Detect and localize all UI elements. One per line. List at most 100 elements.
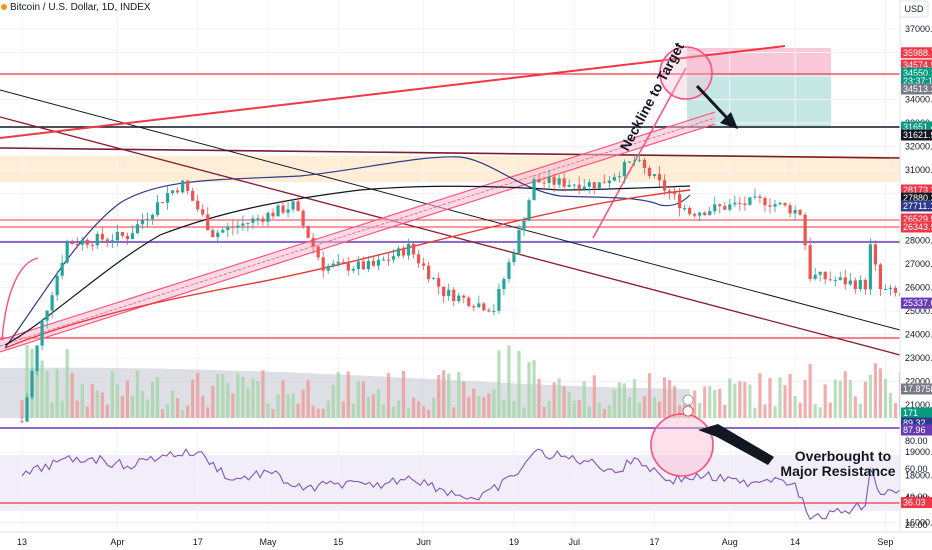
date-tick-label: May xyxy=(259,537,277,547)
volume-bar xyxy=(291,393,295,418)
event-icon[interactable] xyxy=(682,405,694,417)
candle-body xyxy=(316,246,320,258)
rsi-band xyxy=(0,455,900,511)
volume-bar xyxy=(552,382,556,418)
volume-bar xyxy=(216,373,220,418)
candle-body xyxy=(376,259,381,266)
candle-body xyxy=(868,244,872,290)
price-tag: 34513.28 xyxy=(903,84,932,94)
volume-bar xyxy=(447,373,451,418)
candle-body xyxy=(427,265,431,279)
volume-bar xyxy=(873,363,877,418)
candle-body xyxy=(502,278,506,290)
volume-bar xyxy=(356,381,360,418)
candle-body xyxy=(160,202,165,204)
moving-averages-layer xyxy=(4,156,691,349)
volume-bar xyxy=(366,396,370,418)
candle-body xyxy=(296,201,300,211)
volume-bar xyxy=(773,406,777,418)
date-tick-label: 13 xyxy=(17,537,27,547)
volume-bar xyxy=(577,400,581,418)
currency-label[interactable]: USD xyxy=(904,4,924,14)
price-tag: 28173.28 xyxy=(903,185,932,195)
volume-bar xyxy=(341,401,345,418)
candle-body xyxy=(547,176,551,183)
candle-body xyxy=(271,212,275,217)
candle-body xyxy=(241,223,245,226)
volume-bar xyxy=(261,370,265,418)
volume-bar xyxy=(607,405,611,418)
volume-bar xyxy=(396,400,401,418)
candle-body xyxy=(753,196,757,198)
volume-bar xyxy=(371,394,375,418)
price-tag: 25337.08 xyxy=(903,298,932,308)
neckline-mid xyxy=(0,117,716,347)
candle-body xyxy=(447,289,451,297)
volume-bar xyxy=(567,392,571,418)
price-tick-label: 37000.00 xyxy=(905,24,932,34)
volume-tag-bg xyxy=(901,407,932,419)
volume-bar xyxy=(65,349,69,418)
rsi-tag: 36.03 xyxy=(903,498,926,508)
volume-bar xyxy=(201,395,205,418)
candle-body xyxy=(211,230,215,238)
candle-body xyxy=(145,219,150,221)
volume-bar xyxy=(442,370,446,418)
volume-bar xyxy=(562,386,566,418)
volume-bar xyxy=(331,384,335,418)
candle-body xyxy=(341,261,345,263)
candle-body xyxy=(30,371,34,398)
volume-bar xyxy=(748,384,752,418)
volume-bar xyxy=(462,381,466,418)
volume-bar xyxy=(718,388,722,418)
lightning-icon[interactable] xyxy=(682,394,694,406)
candle-body xyxy=(196,200,200,210)
candle-body xyxy=(843,277,847,285)
candle-body xyxy=(326,265,330,271)
price-tag-bg xyxy=(901,297,932,309)
candle-body xyxy=(833,279,837,281)
volume-bar xyxy=(145,399,150,418)
candle-body xyxy=(718,204,722,207)
price-tag-bg xyxy=(901,221,932,233)
candle-body xyxy=(743,203,747,205)
candle-body xyxy=(55,275,59,296)
candle-body xyxy=(713,204,717,212)
volume-bar xyxy=(502,399,506,418)
volume-bar xyxy=(617,382,621,418)
price-tag: 26529.57 xyxy=(903,214,932,224)
volume-bar xyxy=(738,381,742,418)
candle-body xyxy=(90,244,94,246)
price-tag: 31651.41 xyxy=(903,122,932,132)
volume-bar xyxy=(351,403,355,418)
volume-bar xyxy=(316,408,320,418)
candle-body xyxy=(85,239,89,245)
time-axis-panel[interactable] xyxy=(0,532,932,550)
candle-body xyxy=(793,209,797,214)
candle-body xyxy=(482,303,486,311)
volume-bar xyxy=(411,397,416,418)
volume-bar xyxy=(311,405,315,418)
volume-bar xyxy=(110,371,114,418)
volume-bar xyxy=(281,380,285,418)
price-tag-bg xyxy=(901,47,932,59)
volume-bar xyxy=(537,378,541,418)
candle-body xyxy=(125,235,130,240)
volume-bar xyxy=(753,407,757,418)
volume-bar xyxy=(266,403,270,418)
price-tag-bg xyxy=(901,83,932,95)
currency-button[interactable] xyxy=(899,0,929,18)
volume-bar xyxy=(221,374,225,418)
candle-body xyxy=(95,233,99,246)
candle-body xyxy=(778,202,782,205)
volume-bar xyxy=(783,385,787,418)
date-ticks: 13Apr17May15Jun19Jul17Aug14Sep18Oct16Nov… xyxy=(17,537,893,547)
candle-body xyxy=(497,289,501,311)
volume-bar xyxy=(251,378,255,418)
volume-bar xyxy=(125,380,130,418)
candle-body xyxy=(391,256,396,260)
volume-bar xyxy=(241,376,245,418)
date-tick-label: 17 xyxy=(193,537,203,547)
